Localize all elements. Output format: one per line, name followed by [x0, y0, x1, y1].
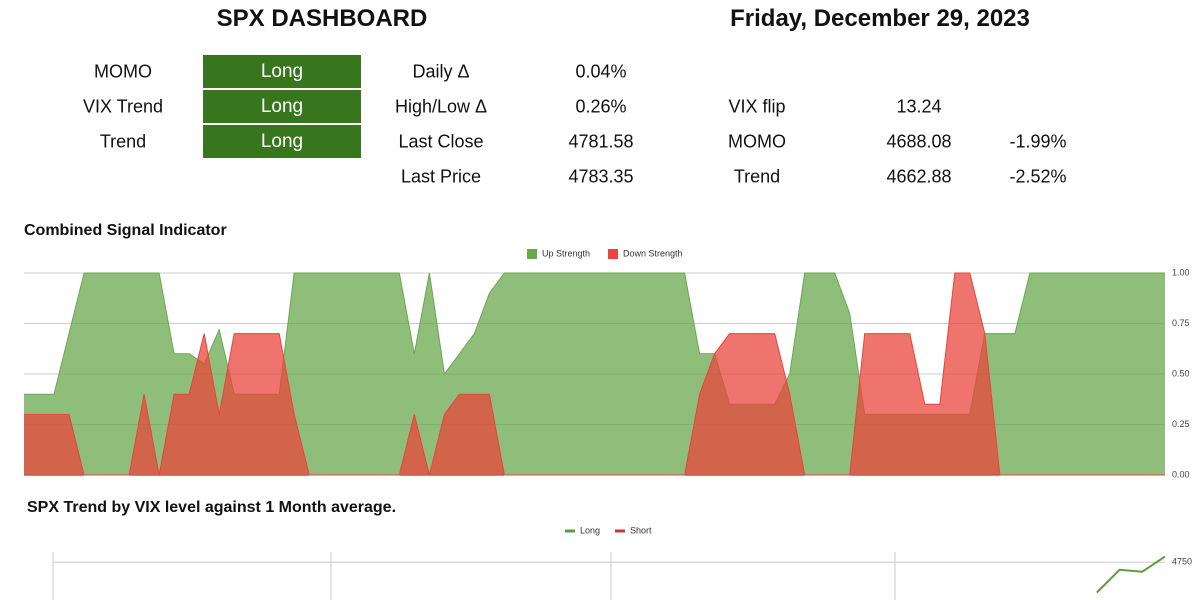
chart-title: Combined Signal Indicator	[24, 222, 227, 239]
level-label: Trend	[733, 166, 781, 187]
signal-state: Long	[203, 125, 361, 158]
metric-value: 0.26%	[575, 96, 627, 117]
level-value: 4688.08	[886, 131, 952, 152]
area	[24, 273, 1165, 475]
metric-label: Daily Δ	[412, 61, 470, 82]
metric-value: 4783.35	[568, 166, 634, 187]
level-change: -1.99%	[1009, 131, 1067, 152]
level-value: 4662.88	[886, 166, 952, 187]
chart-title: SPX Trend by VIX level against 1 Month a…	[27, 499, 396, 516]
y-tick-label: 0.75	[1172, 318, 1190, 328]
legend-label: Long	[580, 525, 600, 535]
y-tick-label: 0.00	[1172, 469, 1190, 479]
area-line	[24, 272, 1165, 476]
level-change: -2.52%	[1009, 166, 1067, 187]
metric-value: 0.04%	[575, 61, 627, 82]
level-label: MOMO	[728, 131, 786, 152]
legend-label: Down Strength	[623, 248, 683, 258]
line	[1096, 555, 1166, 594]
metric-label: Last Close	[398, 131, 484, 152]
metric-label: High/Low Δ	[394, 96, 488, 117]
dashboard-date: Friday, December 29, 2023	[730, 5, 1030, 32]
legend-swatch	[608, 249, 618, 259]
metric-label: Last Price	[400, 166, 482, 187]
signal-state: Long	[203, 90, 361, 123]
legend-label: Up Strength	[542, 248, 590, 258]
level-label: VIX flip	[728, 96, 786, 117]
legend-label: Short	[630, 525, 652, 535]
signal-label: MOMO	[94, 61, 152, 82]
signal-label: Trend	[99, 131, 147, 152]
signal-state: Long	[203, 55, 361, 88]
dashboard-title: SPX DASHBOARD	[216, 5, 428, 32]
y-tick-label: 0.25	[1172, 419, 1190, 429]
y-tick-label: 0.50	[1172, 368, 1190, 378]
legend-swatch	[527, 249, 537, 259]
y-tick-label: 4750	[1172, 557, 1192, 567]
level-value: 13.24	[896, 96, 942, 117]
signal-label: VIX Trend	[82, 96, 164, 117]
metric-value: 4781.58	[568, 131, 634, 152]
y-tick-label: 1.00	[1172, 267, 1190, 277]
